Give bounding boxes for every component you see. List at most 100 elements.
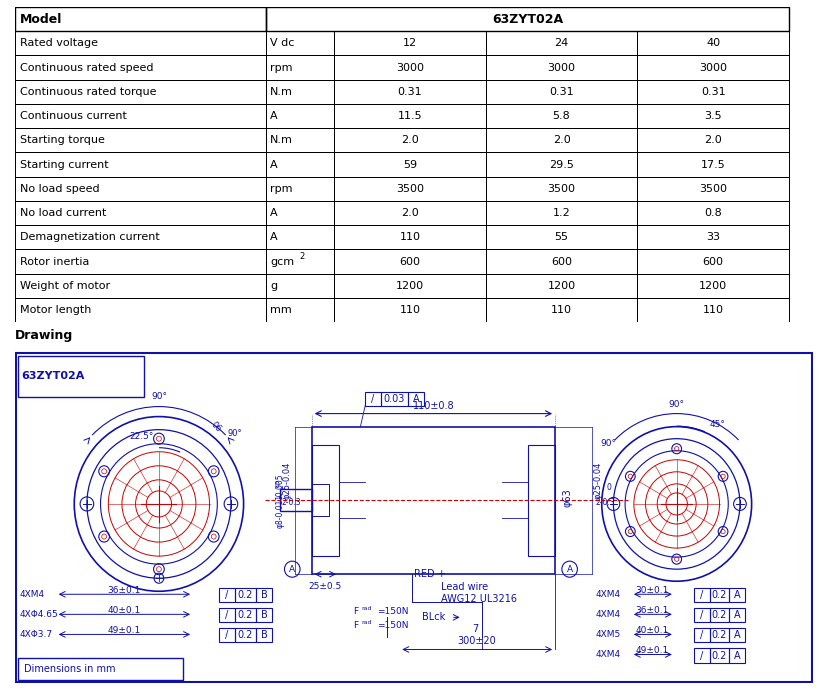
Text: Continuous rated speed: Continuous rated speed: [20, 62, 153, 73]
Bar: [312, 445, 339, 556]
Text: 2.0: 2.0: [552, 135, 571, 146]
Text: 300±20: 300±20: [458, 636, 496, 647]
Bar: [15, 249, 266, 274]
Text: 40±0.1: 40±0.1: [108, 606, 141, 615]
Text: 3.5: 3.5: [705, 111, 722, 121]
Text: 0.31: 0.31: [398, 87, 423, 97]
Bar: [485, 128, 638, 152]
Bar: [485, 55, 638, 80]
Bar: [15, 128, 266, 152]
Text: =150N: =150N: [377, 621, 409, 630]
Bar: [334, 31, 485, 55]
Text: B: B: [261, 611, 267, 620]
Text: -0.005: -0.005: [276, 473, 285, 498]
Text: 4XM4: 4XM4: [596, 590, 621, 599]
Bar: [235, 629, 256, 642]
Text: 0: 0: [275, 482, 280, 491]
Text: φ63: φ63: [563, 488, 573, 507]
Text: 63ZYT02A: 63ZYT02A: [492, 12, 563, 26]
Text: 600: 600: [703, 256, 724, 267]
Bar: [334, 152, 485, 177]
Bar: [638, 177, 789, 201]
Text: /: /: [700, 631, 704, 640]
Bar: [15, 31, 266, 55]
Text: Drawing: Drawing: [15, 329, 73, 342]
Bar: [334, 104, 485, 128]
Bar: [638, 298, 789, 322]
Text: 4XM5: 4XM5: [596, 630, 621, 639]
Text: 0.2: 0.2: [712, 611, 727, 620]
Text: g: g: [270, 281, 277, 291]
Text: Starting torque: Starting torque: [20, 135, 104, 146]
Text: 110: 110: [551, 305, 572, 315]
Text: /: /: [371, 394, 375, 403]
Text: 110: 110: [399, 232, 420, 243]
Text: 2-0.3: 2-0.3: [595, 498, 615, 507]
Text: 40±0.1: 40±0.1: [636, 626, 669, 635]
Text: 55: 55: [555, 232, 568, 243]
Text: 17.5: 17.5: [700, 159, 725, 170]
Text: gcm: gcm: [270, 256, 294, 267]
Text: 1200: 1200: [547, 281, 576, 291]
Text: 11.5: 11.5: [398, 111, 423, 121]
Bar: [235, 588, 256, 602]
Text: 0.2: 0.2: [712, 651, 727, 660]
Text: Continuous current: Continuous current: [20, 111, 127, 121]
Bar: [15, 7, 266, 31]
Bar: [638, 152, 789, 177]
Text: 600: 600: [399, 256, 420, 267]
Text: N.m: N.m: [270, 135, 293, 146]
Text: A: A: [289, 565, 295, 574]
Text: 3000: 3000: [547, 62, 576, 73]
Text: A: A: [566, 565, 572, 574]
Bar: [485, 249, 638, 274]
Text: 600: 600: [551, 256, 572, 267]
Text: 0.2: 0.2: [712, 631, 727, 640]
Bar: [235, 608, 256, 622]
Bar: [485, 298, 638, 322]
Text: F: F: [354, 621, 359, 630]
Text: 110: 110: [703, 305, 724, 315]
Bar: [334, 274, 485, 298]
Text: RED +: RED +: [414, 569, 446, 579]
Text: 0.2: 0.2: [238, 590, 253, 600]
Text: =150N: =150N: [377, 607, 409, 616]
Bar: [256, 608, 272, 622]
Text: rpm: rpm: [270, 184, 293, 194]
Text: 110: 110: [399, 305, 420, 315]
Bar: [380, 392, 408, 405]
Bar: [266, 31, 334, 55]
Text: 110±0.8: 110±0.8: [413, 401, 454, 410]
Text: B: B: [261, 631, 267, 640]
Bar: [729, 588, 745, 602]
Text: A: A: [270, 111, 278, 121]
Bar: [266, 225, 334, 249]
Bar: [638, 225, 789, 249]
Bar: [15, 298, 266, 322]
Text: 45°: 45°: [710, 420, 725, 429]
Bar: [266, 177, 334, 201]
Text: mm: mm: [270, 305, 292, 315]
Bar: [485, 225, 638, 249]
Bar: [15, 274, 266, 298]
Text: BLck: BLck: [422, 613, 445, 622]
Bar: [18, 356, 145, 396]
Text: /: /: [700, 651, 704, 660]
Bar: [266, 80, 334, 104]
Bar: [18, 658, 184, 680]
Bar: [638, 104, 789, 128]
Bar: [219, 588, 235, 602]
Bar: [266, 104, 334, 128]
Text: 0.2: 0.2: [238, 611, 253, 620]
Text: 3500: 3500: [396, 184, 424, 194]
Text: B: B: [261, 590, 267, 600]
Text: /: /: [700, 590, 704, 600]
Bar: [334, 298, 485, 322]
Bar: [638, 128, 789, 152]
Text: φ8-0.011: φ8-0.011: [276, 493, 285, 527]
Text: rad: rad: [361, 620, 372, 625]
Text: 22.5°: 22.5°: [129, 432, 154, 441]
Bar: [729, 629, 745, 642]
Text: A: A: [734, 631, 740, 640]
Text: 1200: 1200: [396, 281, 424, 291]
